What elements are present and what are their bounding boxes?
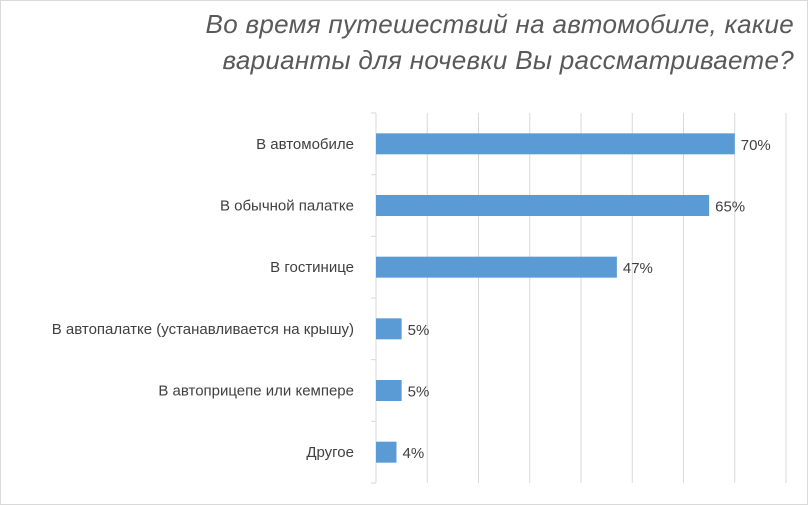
value-label-4: 5% <box>408 384 430 401</box>
value-label-1: 65% <box>715 199 745 216</box>
bar-1 <box>376 195 710 216</box>
category-label-4: В автоприцепе или кемпере <box>158 383 354 400</box>
category-label-1: В обычной палатке <box>220 198 354 215</box>
category-label-2: В гостинице <box>270 259 354 276</box>
bar-5 <box>376 441 397 463</box>
chart-title-line-1: Во время путешествий на автомобиле, каки… <box>205 9 794 39</box>
category-label-5: Другое <box>306 444 354 461</box>
value-label-2: 47% <box>623 260 653 277</box>
bar-3 <box>376 318 402 340</box>
chart-title: Во время путешествий на автомобиле, каки… <box>14 6 794 78</box>
value-label-0: 70% <box>741 137 771 154</box>
bar-2 <box>376 256 617 278</box>
bar-4 <box>376 380 402 401</box>
chart-title-line-2: варианты для ночевки Вы рассматриваете? <box>222 45 794 75</box>
value-label-5: 4% <box>403 445 425 462</box>
category-label-0: В автомобиле <box>256 136 354 153</box>
value-label-3: 5% <box>408 322 430 339</box>
bar-0 <box>376 133 735 155</box>
category-label-3: В автопалатке (устанавливается на крышу) <box>52 321 354 338</box>
